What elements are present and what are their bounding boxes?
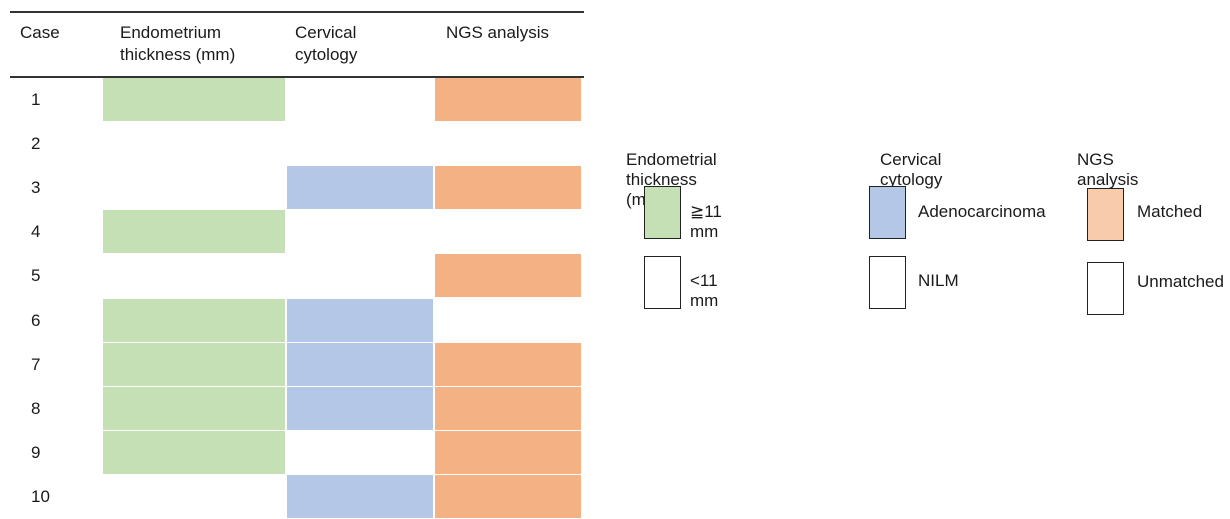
header-cervical-line2: cytology <box>295 45 358 64</box>
table-row: 6 <box>10 298 584 343</box>
legend-cervical-negative-label: NILM <box>918 271 959 290</box>
results-table: Case Endometrium thickness (mm) Cervical… <box>10 0 584 518</box>
endometrium-cell <box>103 254 285 298</box>
cervical-cell <box>287 386 433 430</box>
endometrium-cell <box>103 298 285 342</box>
table-header-rule <box>10 76 584 78</box>
header-cervical: Cervical cytology <box>295 22 357 66</box>
endometrium-cell <box>103 78 285 121</box>
legend-ngs-negative-swatch <box>1087 262 1124 315</box>
cervical-cell <box>287 342 433 386</box>
cervical-cell <box>287 298 433 342</box>
case-number: 7 <box>31 354 41 374</box>
ngs-cell <box>435 474 581 518</box>
ngs-cell <box>435 298 581 342</box>
endometrium-cell <box>103 122 285 166</box>
table-row: 4 <box>10 210 584 254</box>
header-endometrium-line1: Endometrium <box>120 23 222 42</box>
case-number: 2 <box>31 134 41 154</box>
cervical-cell <box>287 254 433 298</box>
legend-cervical-title: Cervical cytology <box>880 150 943 189</box>
case-number: 8 <box>31 398 41 418</box>
cervical-cell <box>287 474 433 518</box>
legend-endometrial-positive-swatch <box>644 186 681 239</box>
table-row: 1 <box>10 78 584 122</box>
ngs-cell <box>435 210 581 254</box>
cervical-cell <box>287 210 433 254</box>
case-number: 4 <box>31 222 41 242</box>
legend-cervical-negative-swatch <box>869 256 906 309</box>
ngs-cell <box>435 78 581 121</box>
cervical-cell <box>287 166 433 210</box>
ngs-cell <box>435 342 581 386</box>
legend-cervical-positive-label: Adenocarcinoma <box>918 202 1046 221</box>
table-top-rule <box>10 11 584 13</box>
endometrium-cell <box>103 342 285 386</box>
case-number: 3 <box>31 178 41 198</box>
header-ngs: NGS analysis <box>446 23 549 42</box>
table-row: 7 <box>10 342 584 387</box>
legend-ngs-negative-label: Unmatched <box>1137 272 1224 291</box>
endometrium-cell <box>103 166 285 210</box>
ngs-cell <box>435 254 581 298</box>
endometrium-cell <box>103 386 285 430</box>
ngs-cell <box>435 122 581 166</box>
table-row: 10 <box>10 474 584 519</box>
case-number: 10 <box>31 486 50 506</box>
endometrium-cell <box>103 210 285 254</box>
table-row: 2 <box>10 122 584 166</box>
table-row: 8 <box>10 386 584 431</box>
case-number: 1 <box>31 90 41 109</box>
legend-ngs-positive-label: Matched <box>1137 202 1203 221</box>
header-case: Case <box>20 23 60 42</box>
case-number: 6 <box>31 310 41 330</box>
endometrium-cell <box>103 474 285 518</box>
cervical-cell <box>287 78 433 121</box>
case-number: 5 <box>31 266 41 286</box>
legend-ngs-positive-swatch <box>1087 188 1124 241</box>
legend-endometrial-positive-label: ≧11 mm <box>690 202 722 241</box>
legend-endometrial-negative-label: <11 mm <box>690 271 719 310</box>
ngs-cell <box>435 166 581 210</box>
legend-cervical-positive-swatch <box>869 186 906 239</box>
ngs-cell <box>435 430 581 474</box>
header-endometrium-line2: thickness (mm) <box>120 45 236 64</box>
case-number: 9 <box>31 442 41 462</box>
table-row: 5 <box>10 254 584 298</box>
legend-endometrial-negative-swatch <box>644 256 681 309</box>
legend-ngs-title: NGS analysis <box>1077 150 1139 189</box>
header-endometrium: Endometrium thickness (mm) <box>120 22 235 66</box>
ngs-cell <box>435 386 581 430</box>
table-row: 9 <box>10 430 584 475</box>
endometrium-cell <box>103 430 285 474</box>
cervical-cell <box>287 430 433 474</box>
table-row: 3 <box>10 166 584 210</box>
header-cervical-line1: Cervical <box>295 23 357 42</box>
cervical-cell <box>287 122 433 166</box>
